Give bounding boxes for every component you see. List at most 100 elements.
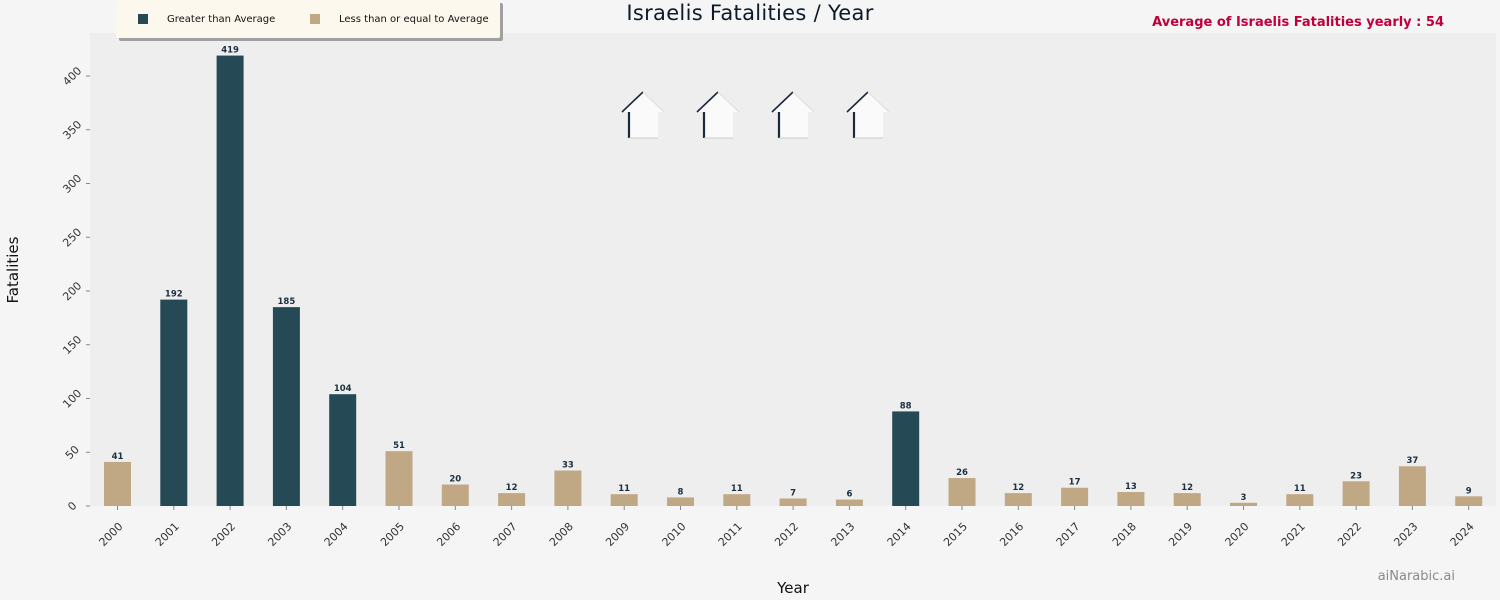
legend-item-above: Greater than Average xyxy=(138,12,275,26)
legend: Greater than Average Less than or equal … xyxy=(116,0,500,38)
bar-2003 xyxy=(272,307,300,507)
x-axis-ticks: 2000 2001 2002 2003 2004 2005 2006 2007 2008 2009… xyxy=(97,506,1477,549)
value-label-2015: 26 xyxy=(956,468,968,478)
value-label-2016: 12 xyxy=(1012,483,1024,493)
bar-2001 xyxy=(160,299,188,506)
bars xyxy=(104,55,1483,507)
bar-2009 xyxy=(610,494,638,506)
x-tick-label-2004: 2004 xyxy=(322,520,351,549)
value-label-2003: 185 xyxy=(278,297,296,307)
x-tick-label-2024: 2024 xyxy=(1448,520,1477,549)
bar-2007 xyxy=(498,493,526,506)
y-tick-label-100: 100 xyxy=(60,387,84,411)
value-label-2019: 12 xyxy=(1181,483,1193,493)
average-annotation: Average of Israelis Fatalities yearly : … xyxy=(1152,15,1444,30)
bar-2023 xyxy=(1398,466,1426,506)
x-tick-label-2013: 2013 xyxy=(828,520,857,549)
x-tick-label-2017: 2017 xyxy=(1054,520,1083,549)
x-tick-label-2016: 2016 xyxy=(997,520,1026,549)
x-tick-label-2012: 2012 xyxy=(772,520,801,549)
bar-2024 xyxy=(1455,496,1483,506)
y-tick-label-250: 250 xyxy=(60,226,84,250)
bar-2005 xyxy=(385,451,413,506)
value-label-2018: 13 xyxy=(1125,482,1137,492)
legend-label-below: Less than or equal to Average xyxy=(339,13,489,25)
y-tick-label-200: 200 xyxy=(60,279,84,303)
y-tick-label-50: 50 xyxy=(63,443,82,462)
y-tick-label-150: 150 xyxy=(60,333,84,357)
x-tick-label-2005: 2005 xyxy=(378,520,407,549)
y-tick-label-300: 300 xyxy=(60,172,84,196)
value-label-2012: 7 xyxy=(790,488,796,498)
value-label-2014: 88 xyxy=(900,401,912,411)
watermark: aiNarabic.ai xyxy=(1377,569,1455,584)
x-tick-label-2009: 2009 xyxy=(603,520,632,549)
y-tick-label-400: 400 xyxy=(60,64,84,88)
value-label-2023: 37 xyxy=(1406,456,1418,466)
value-label-2000: 41 xyxy=(112,452,124,462)
value-label-2006: 20 xyxy=(449,475,461,485)
value-label-2002: 419 xyxy=(221,46,239,56)
y-axis-ticks: 0 50 100 150 200 250 300 350 400 xyxy=(60,64,90,513)
chart-title: Israelis Fatalities / Year xyxy=(626,1,874,25)
value-label-2009: 11 xyxy=(618,484,630,494)
x-tick-label-2007: 2007 xyxy=(491,520,520,549)
bar-2000 xyxy=(104,461,131,506)
x-tick-label-2011: 2011 xyxy=(716,520,745,549)
x-tick-label-2020: 2020 xyxy=(1223,520,1252,549)
value-label-2024: 9 xyxy=(1466,486,1472,496)
value-label-2013: 6 xyxy=(846,490,852,500)
value-label-2020: 3 xyxy=(1241,493,1247,503)
bar-2004 xyxy=(329,394,357,506)
y-tick-label-0: 0 xyxy=(65,499,79,513)
value-labels: 41 192 419 185 104 51 20 12 33 11 8 11 7 6 88 26 12 17 13 1… xyxy=(112,46,1472,503)
x-tick-label-2001: 2001 xyxy=(153,520,182,549)
x-tick-label-2006: 2006 xyxy=(434,520,463,549)
bar-2020 xyxy=(1230,502,1257,506)
house-icon xyxy=(846,91,890,139)
bar-2019 xyxy=(1173,493,1201,506)
bar-2022 xyxy=(1342,481,1370,506)
bar-2016 xyxy=(1004,493,1032,506)
x-tick-label-2002: 2002 xyxy=(209,520,238,549)
legend-item-below: Less than or equal to Average xyxy=(310,12,489,26)
y-tick-label-350: 350 xyxy=(60,118,84,142)
value-label-2001: 192 xyxy=(165,290,183,300)
x-tick-label-2019: 2019 xyxy=(1166,520,1195,549)
value-label-2008: 33 xyxy=(562,461,574,471)
x-tick-label-2008: 2008 xyxy=(547,520,576,549)
x-tick-label-2022: 2022 xyxy=(1335,520,1364,549)
house-icons xyxy=(621,91,890,139)
legend-swatch-below xyxy=(310,14,320,24)
y-axis-label: Fatalities xyxy=(4,236,22,303)
house-icon xyxy=(771,91,815,139)
bar-2006 xyxy=(441,484,469,506)
house-icon xyxy=(696,91,740,139)
house-icon xyxy=(621,91,665,139)
x-tick-label-2010: 2010 xyxy=(660,520,689,549)
x-tick-label-2000: 2000 xyxy=(97,520,126,549)
bar-2014 xyxy=(892,411,920,506)
x-tick-label-2015: 2015 xyxy=(941,520,970,549)
x-tick-label-2023: 2023 xyxy=(1391,520,1420,549)
bar-2002 xyxy=(216,55,244,506)
value-label-2021: 11 xyxy=(1294,484,1306,494)
x-tick-label-2018: 2018 xyxy=(1110,520,1139,549)
bar-2021 xyxy=(1286,494,1314,506)
x-tick-label-2021: 2021 xyxy=(1279,520,1308,549)
x-axis-label: Year xyxy=(776,579,810,597)
bar-2010 xyxy=(667,497,694,506)
bar-2015 xyxy=(948,478,976,506)
value-label-2011: 11 xyxy=(731,484,743,494)
value-label-2007: 12 xyxy=(506,483,518,493)
value-label-2017: 17 xyxy=(1069,478,1081,488)
value-label-2004: 104 xyxy=(334,384,352,394)
bar-2017 xyxy=(1061,487,1089,506)
value-label-2022: 23 xyxy=(1350,471,1362,481)
bar-2018 xyxy=(1117,492,1145,506)
legend-swatch-above xyxy=(138,14,148,24)
bar-2013 xyxy=(835,499,863,506)
legend-label-above: Greater than Average xyxy=(167,13,276,25)
value-label-2005: 51 xyxy=(393,441,405,451)
